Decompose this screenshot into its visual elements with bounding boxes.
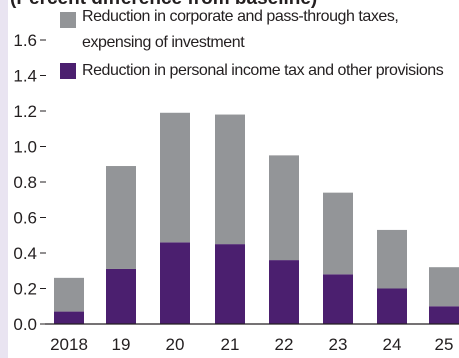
y-tick-label: 0.0 (13, 315, 37, 334)
x-tick-label: 22 (275, 335, 294, 354)
x-tick-label: 2018 (50, 335, 88, 354)
y-tick-label: 1.4 (13, 67, 37, 86)
bar-segment (106, 166, 136, 269)
bar-segment (215, 114, 245, 245)
bar-segment (377, 288, 407, 324)
bar-segment (215, 244, 245, 324)
bar-segment (323, 274, 353, 324)
legend-swatch (60, 12, 76, 28)
bar-segment (269, 155, 299, 261)
bar-segment (54, 277, 84, 312)
y-tick-label: 0.4 (13, 244, 37, 263)
y-tick-label: 1.2 (13, 102, 37, 121)
bar-segment (160, 242, 190, 324)
bar-segment (323, 192, 353, 275)
bar-segment (429, 306, 459, 324)
y-tick-label: 0.6 (13, 209, 37, 228)
bar-segment (160, 112, 190, 243)
x-tick-label: 24 (383, 335, 402, 354)
x-tick-label: 23 (329, 335, 348, 354)
y-tick-label: 0.2 (13, 280, 37, 299)
bar-segment (106, 268, 136, 324)
legend-label: Reduction in personal income tax and oth… (82, 62, 444, 79)
chart-title: (Percent difference from baseline) (10, 0, 317, 9)
y-tick-label: 1.6 (13, 31, 37, 50)
bar-segment (377, 229, 407, 289)
x-tick-label: 19 (112, 335, 131, 354)
x-tick-label: 20 (166, 335, 185, 354)
y-tick-label: 0.8 (13, 173, 37, 192)
legend-swatch (60, 63, 76, 79)
bar-segment (429, 267, 459, 307)
x-tick-label: 21 (221, 335, 240, 354)
bar-segment (269, 260, 299, 324)
side-strip (0, 0, 8, 358)
legend-label: Reduction in corporate and pass-through … (82, 8, 399, 51)
bar-segment (54, 311, 84, 324)
y-tick-label: 1.0 (13, 138, 37, 157)
x-tick-label: 25 (435, 335, 454, 354)
